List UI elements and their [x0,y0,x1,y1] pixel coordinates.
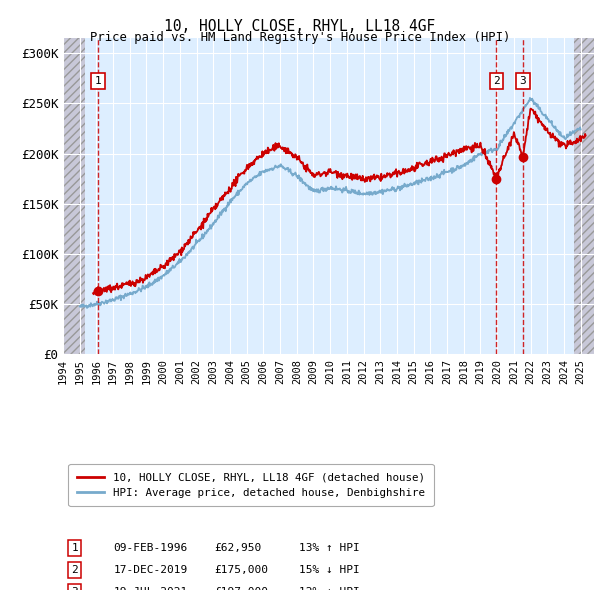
Text: 3: 3 [520,76,526,86]
Bar [63,38,85,354]
Text: 1: 1 [95,76,101,86]
Text: 1: 1 [71,543,78,553]
Legend: 10, HOLLY CLOSE, RHYL, LL18 4GF (detached house), HPI: Average price, detached h: 10, HOLLY CLOSE, RHYL, LL18 4GF (detache… [68,464,433,506]
Text: 2: 2 [493,76,500,86]
Text: Price paid vs. HM Land Registry's House Price Index (HPI): Price paid vs. HM Land Registry's House … [90,31,510,44]
Text: 19-JUL-2021: 19-JUL-2021 [113,587,188,590]
Text: 10, HOLLY CLOSE, RHYL, LL18 4GF: 10, HOLLY CLOSE, RHYL, LL18 4GF [164,19,436,34]
Text: £62,950: £62,950 [214,543,262,553]
Text: £175,000: £175,000 [214,565,268,575]
Text: £197,000: £197,000 [214,587,268,590]
Text: 3: 3 [71,587,78,590]
Text: 12% ↓ HPI: 12% ↓ HPI [299,587,360,590]
Bar [574,38,594,354]
Text: 15% ↓ HPI: 15% ↓ HPI [299,565,360,575]
Text: 2: 2 [71,565,78,575]
Text: 17-DEC-2019: 17-DEC-2019 [113,565,188,575]
Text: 13% ↑ HPI: 13% ↑ HPI [299,543,360,553]
Text: 09-FEB-1996: 09-FEB-1996 [113,543,188,553]
